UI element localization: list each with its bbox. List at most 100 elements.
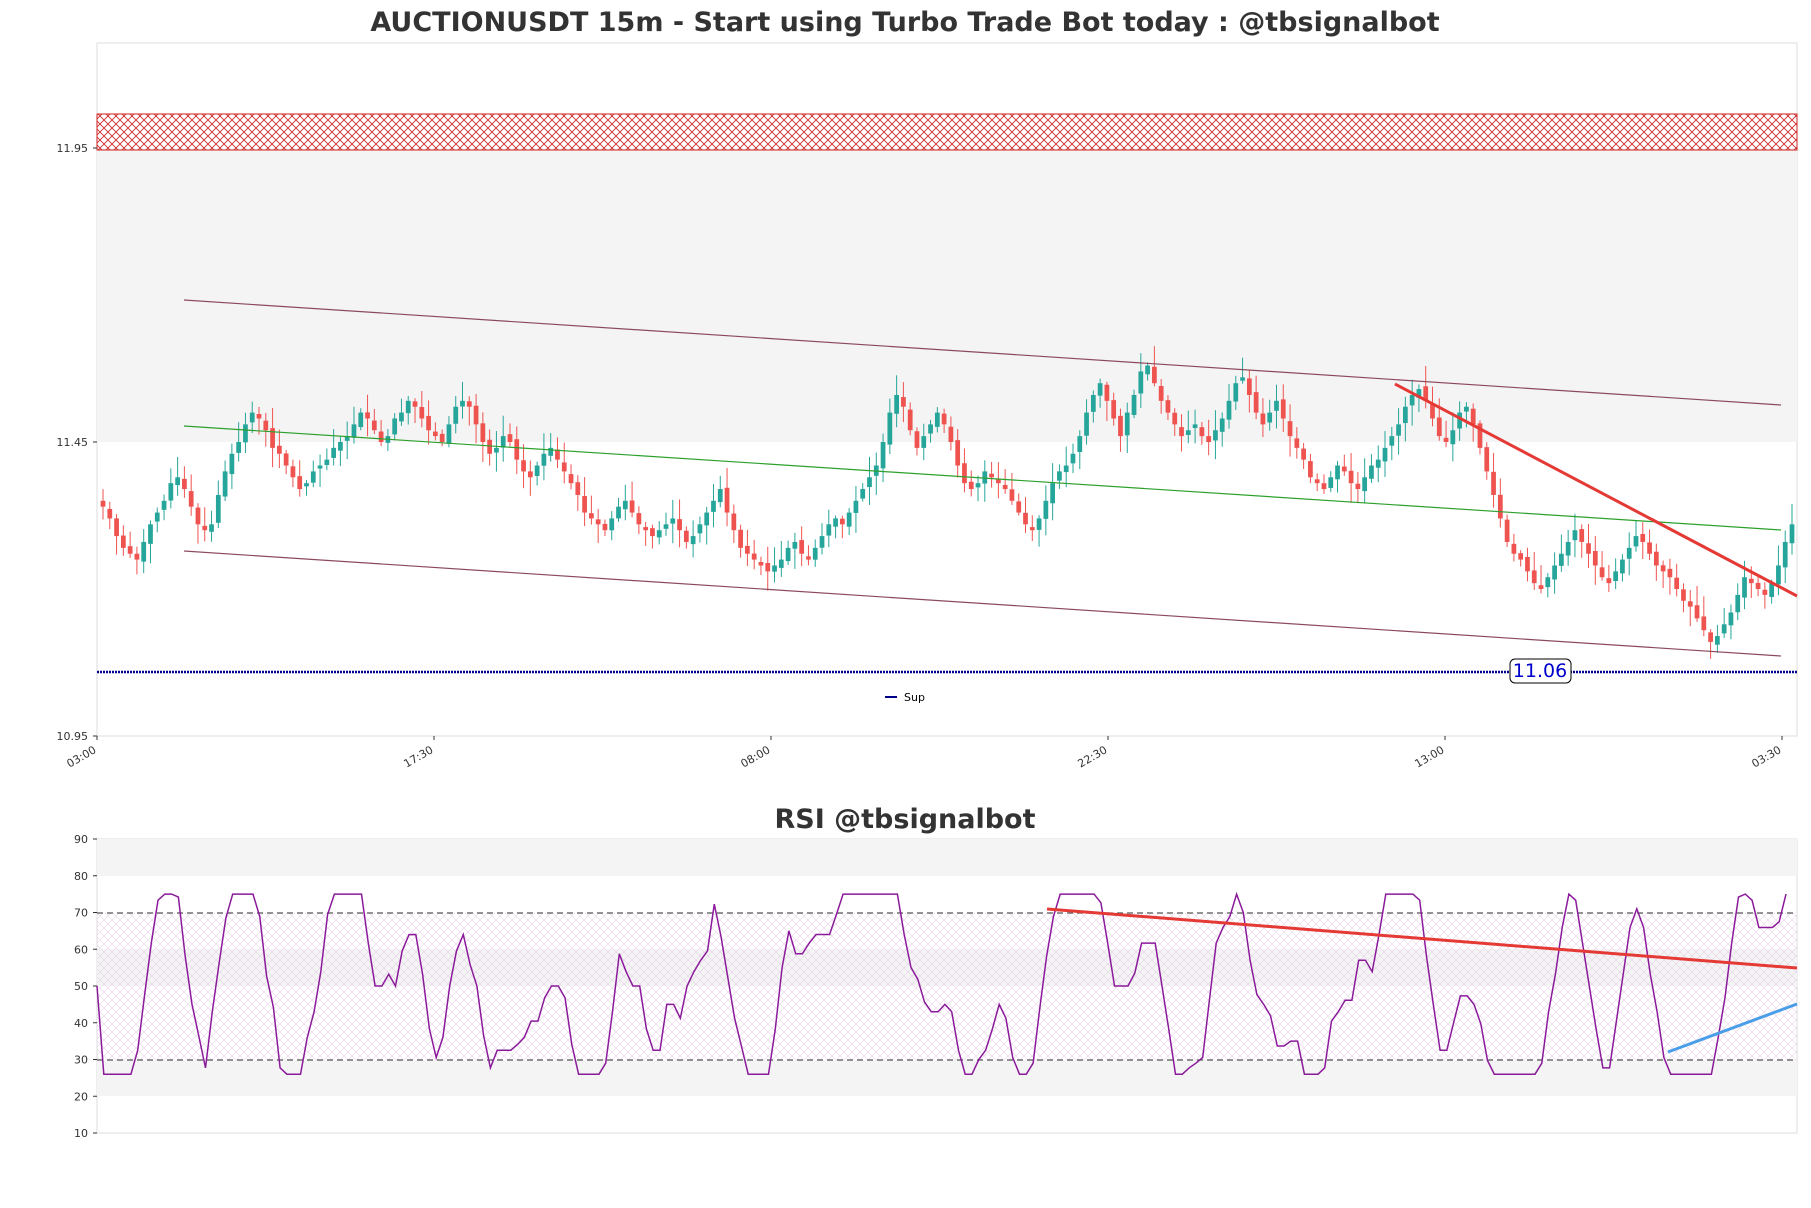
candle-body bbox=[1565, 541, 1571, 556]
candle-body bbox=[548, 447, 554, 456]
candle-body bbox=[778, 559, 784, 568]
candle-body bbox=[297, 476, 303, 490]
candle-body bbox=[785, 547, 791, 562]
rsi-y-tick-label: 10 bbox=[74, 1127, 88, 1140]
candle-body bbox=[1579, 529, 1585, 542]
candle-body bbox=[432, 431, 438, 437]
candle-body bbox=[1436, 417, 1442, 437]
candle-body bbox=[1613, 571, 1619, 581]
candle-body bbox=[595, 519, 601, 525]
candle-body bbox=[1599, 567, 1605, 578]
candle-body bbox=[1382, 447, 1388, 462]
candle-body bbox=[1477, 423, 1483, 448]
candle-body bbox=[860, 489, 866, 499]
candle-body bbox=[1233, 383, 1239, 402]
candle-body bbox=[819, 536, 825, 548]
candle-body bbox=[1341, 466, 1347, 472]
candle-body bbox=[1647, 542, 1652, 554]
candle-body bbox=[1545, 577, 1551, 588]
candle-body bbox=[1057, 471, 1062, 481]
candle-body bbox=[412, 401, 418, 407]
candle-body bbox=[772, 565, 777, 572]
candle-body bbox=[1240, 377, 1245, 381]
price-y-tick-label: 10.95 bbox=[57, 730, 89, 743]
candle-body bbox=[399, 412, 404, 422]
candle-body bbox=[711, 500, 716, 512]
candle-body bbox=[243, 424, 248, 443]
candle-body bbox=[1274, 400, 1279, 411]
candle-body bbox=[1511, 543, 1517, 554]
candle-body bbox=[182, 478, 187, 490]
candle-body bbox=[1145, 365, 1150, 375]
candle-body bbox=[344, 436, 350, 441]
candle-body bbox=[276, 445, 282, 454]
candle-body bbox=[1226, 400, 1232, 420]
candle-body bbox=[1660, 565, 1666, 572]
upper-shaded-band bbox=[97, 148, 1797, 442]
candle-body bbox=[120, 535, 126, 548]
candle-body bbox=[1158, 386, 1164, 401]
candle-body bbox=[880, 442, 886, 469]
candle-body bbox=[907, 409, 913, 431]
time-x-tick-label: 03:30 bbox=[1750, 743, 1784, 770]
candle-body bbox=[697, 524, 703, 534]
candle-body bbox=[853, 500, 859, 513]
candle-body bbox=[1260, 413, 1266, 425]
candle-body bbox=[1185, 430, 1191, 435]
candle-body bbox=[629, 500, 635, 513]
candle-body bbox=[100, 500, 106, 507]
candle-body bbox=[670, 518, 676, 524]
candle-body bbox=[636, 513, 642, 525]
candle-body bbox=[765, 562, 771, 572]
rsi-y-tick-label: 80 bbox=[74, 870, 88, 883]
candle-body bbox=[1314, 479, 1320, 484]
rsi-y-tick-label: 90 bbox=[74, 833, 88, 846]
candle-body bbox=[1443, 437, 1449, 442]
candle-body bbox=[758, 562, 764, 566]
candle-body bbox=[1748, 578, 1754, 584]
rsi-y-tick-label: 40 bbox=[74, 1017, 88, 1030]
candle-body bbox=[1111, 400, 1117, 419]
candle-body bbox=[1674, 577, 1680, 589]
rsi-band-80-90 bbox=[97, 839, 1797, 876]
candle-body bbox=[1552, 565, 1557, 580]
candle-body bbox=[717, 489, 723, 503]
candle-body bbox=[507, 434, 513, 442]
candle-body bbox=[494, 447, 499, 453]
candle-body bbox=[622, 500, 628, 510]
candle-body bbox=[751, 553, 757, 560]
candle-body bbox=[1206, 436, 1212, 442]
candle-body bbox=[1152, 366, 1157, 384]
candle-body bbox=[527, 471, 533, 478]
candle-body bbox=[188, 491, 194, 507]
candle-body bbox=[249, 412, 255, 423]
candle-body bbox=[643, 527, 649, 531]
candle-body bbox=[948, 426, 954, 442]
candle-body bbox=[1504, 519, 1510, 542]
candle-body bbox=[1782, 541, 1788, 568]
rsi-chart-title: RSI @tbsignalbot bbox=[774, 804, 1035, 835]
rsi-hatch-zone bbox=[97, 913, 1797, 1060]
candle-body bbox=[792, 541, 798, 549]
candle-body bbox=[867, 477, 872, 488]
candle-body bbox=[304, 483, 309, 487]
candle-body bbox=[1430, 403, 1435, 419]
candle-body bbox=[1531, 570, 1537, 584]
candle-body bbox=[351, 424, 357, 438]
candle-body bbox=[1776, 565, 1781, 585]
candle-body bbox=[989, 473, 994, 478]
candle-body bbox=[1321, 483, 1327, 490]
candle-body bbox=[290, 466, 296, 478]
candle-body bbox=[1694, 605, 1700, 619]
candle-body bbox=[392, 418, 398, 435]
candle-body bbox=[453, 406, 459, 424]
candle-body bbox=[1681, 589, 1686, 601]
candle-body bbox=[1667, 568, 1673, 578]
candle-body bbox=[616, 506, 621, 519]
candle-body bbox=[1348, 470, 1354, 484]
candle-body bbox=[1538, 585, 1544, 589]
candle-body bbox=[602, 523, 608, 531]
candle-body bbox=[1077, 436, 1083, 453]
candle-body bbox=[1070, 453, 1076, 464]
candle-body bbox=[1246, 378, 1252, 395]
